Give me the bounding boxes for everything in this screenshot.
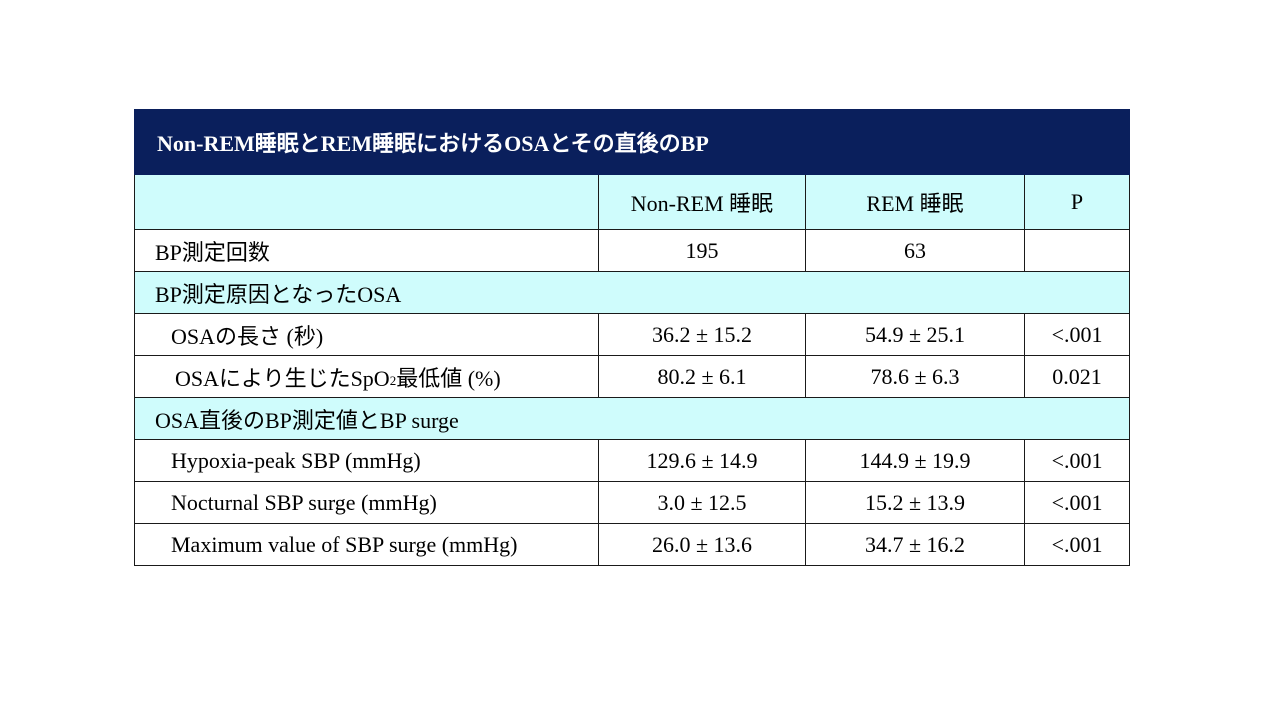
cell-rem: 15.2 ± 13.9	[805, 481, 1025, 524]
cell-nrem: 80.2 ± 6.1	[598, 355, 806, 398]
cell-rem: 34.7 ± 16.2	[805, 523, 1025, 566]
table-row: OSAの長さ (秒) 36.2 ± 15.2 54.9 ± 25.1 <.001	[134, 313, 1131, 356]
table-title: Non-REM睡眠とREM睡眠におけるOSAとその直後のBP	[133, 109, 1131, 175]
row-label-pre: OSAにより生じたSpO	[175, 365, 390, 391]
row-label-post: 最低値 (%)	[396, 365, 501, 391]
section-label: BP測定原因となったOSA	[133, 271, 1131, 314]
section-row: OSA直後のBP測定値とBP surge	[133, 397, 1131, 440]
header-rem: REM 睡眠	[805, 174, 1025, 230]
cell-rem: 78.6 ± 6.3	[805, 355, 1025, 398]
cell-nrem: 26.0 ± 13.6	[598, 523, 806, 566]
section-row: BP測定原因となったOSA	[133, 271, 1131, 314]
table-row: Nocturnal SBP surge (mmHg) 3.0 ± 12.5 15…	[134, 481, 1131, 524]
table-row: BP測定回数 195 63	[134, 229, 1131, 272]
header-row: Non-REM 睡眠 REM 睡眠 P	[134, 174, 1131, 230]
row-label: Hypoxia-peak SBP (mmHg)	[134, 439, 599, 482]
cell-p: <.001	[1023, 523, 1131, 566]
cell-nrem: 36.2 ± 15.2	[598, 313, 806, 356]
row-label-subscript: 2	[389, 372, 397, 388]
table-title-row: Non-REM睡眠とREM睡眠におけるOSAとその直後のBP	[133, 109, 1131, 175]
cell-p	[1023, 229, 1131, 272]
results-table: Non-REM睡眠とREM睡眠におけるOSAとその直後のBP Non-REM 睡…	[133, 109, 1131, 566]
row-label: Maximum value of SBP surge (mmHg)	[134, 523, 599, 566]
row-label: BP測定回数	[134, 229, 599, 272]
cell-p: <.001	[1023, 313, 1131, 356]
section-label: OSA直後のBP測定値とBP surge	[133, 397, 1131, 440]
cell-rem: 54.9 ± 25.1	[805, 313, 1025, 356]
table-row: OSAにより生じたSpO2最低値 (%) 80.2 ± 6.1 78.6 ± 6…	[134, 355, 1131, 398]
row-label: Nocturnal SBP surge (mmHg)	[134, 481, 599, 524]
header-nrem: Non-REM 睡眠	[598, 174, 806, 230]
cell-p: 0.021	[1023, 355, 1131, 398]
row-label: OSAの長さ (秒)	[134, 313, 599, 356]
cell-nrem: 129.6 ± 14.9	[598, 439, 806, 482]
cell-rem: 144.9 ± 19.9	[805, 439, 1025, 482]
cell-p: <.001	[1023, 481, 1131, 524]
table-row: Maximum value of SBP surge (mmHg) 26.0 ±…	[134, 523, 1131, 566]
comparison-table: Non-REM睡眠とREM睡眠におけるOSAとその直後のBP Non-REM 睡…	[133, 109, 1131, 566]
table-row: Hypoxia-peak SBP (mmHg) 129.6 ± 14.9 144…	[134, 439, 1131, 482]
header-p: P	[1023, 174, 1131, 230]
cell-nrem: 3.0 ± 12.5	[598, 481, 806, 524]
cell-rem: 63	[805, 229, 1025, 272]
cell-nrem: 195	[598, 229, 806, 272]
row-label: OSAにより生じたSpO2最低値 (%)	[134, 355, 599, 398]
header-empty	[134, 174, 599, 230]
cell-p: <.001	[1023, 439, 1131, 482]
